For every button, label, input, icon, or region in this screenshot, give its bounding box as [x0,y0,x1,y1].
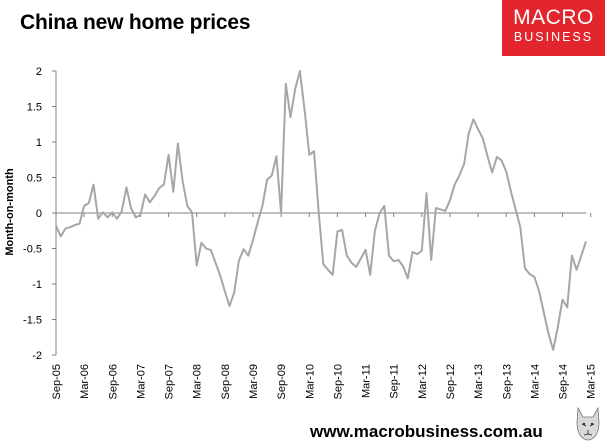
lynx-icon [576,406,600,441]
y-tick-label: 0 [36,208,42,220]
y-axis-label: Month-on-month [4,168,16,256]
y-tick-label: 2 [36,66,42,78]
x-tick-label: Sep-06 [107,364,119,399]
x-tick-label: Mar-15 [586,364,598,399]
x-tick-label: Sep-10 [332,364,344,399]
x-tick-label: Mar-14 [529,364,541,399]
x-tick-label: Mar-12 [417,364,429,399]
series-layer [55,70,587,351]
x-tick-label: Mar-08 [192,364,204,399]
x-tick-label: Mar-07 [135,364,147,399]
x-tick-label: Sep-12 [445,364,457,399]
macrobusiness-logo: MACRO BUSINESS [502,0,605,56]
x-tick-label: Sep-14 [558,364,570,399]
y-tick-label: -1 [32,279,42,291]
series-line-month-on-month [55,70,587,351]
logo-line-2: BUSINESS [513,30,594,44]
x-tick-label: Sep-09 [276,364,288,399]
y-tick-label: 1.5 [27,102,42,114]
y-tick-label: -1.5 [23,315,42,327]
y-tick-label: 0.5 [27,173,42,185]
x-tick-label: Mar-13 [473,364,485,399]
x-tick-label: Sep-05 [51,364,63,399]
x-tick-label: Sep-07 [164,364,176,399]
x-tick-label: Sep-13 [501,364,513,399]
x-tick-label: Mar-11 [361,364,373,398]
x-tick-label: Mar-10 [304,364,316,399]
footer-url: www.macrobusiness.com.au [310,422,543,441]
chart-title: China new home prices [20,11,251,34]
x-tick-label: Sep-08 [220,364,232,399]
y-tick-labels: 2 1.5 1 0.5 0 -0.5 -1 -1.5 -2 [23,66,56,362]
x-tick-labels: Sep-05 Mar-06 Sep-06 Mar-07 Sep-07 Mar-08 Sep-… [51,213,598,399]
x-tick-label: Mar-09 [248,364,260,399]
y-tick-label: 1 [36,137,42,149]
x-tick-label: Mar-06 [79,364,91,399]
y-tick-label: -2 [32,350,42,362]
y-tick-label: -0.5 [23,244,42,256]
logo-line-1: MACRO [513,6,594,29]
x-tick-label: Sep-11 [389,364,401,399]
